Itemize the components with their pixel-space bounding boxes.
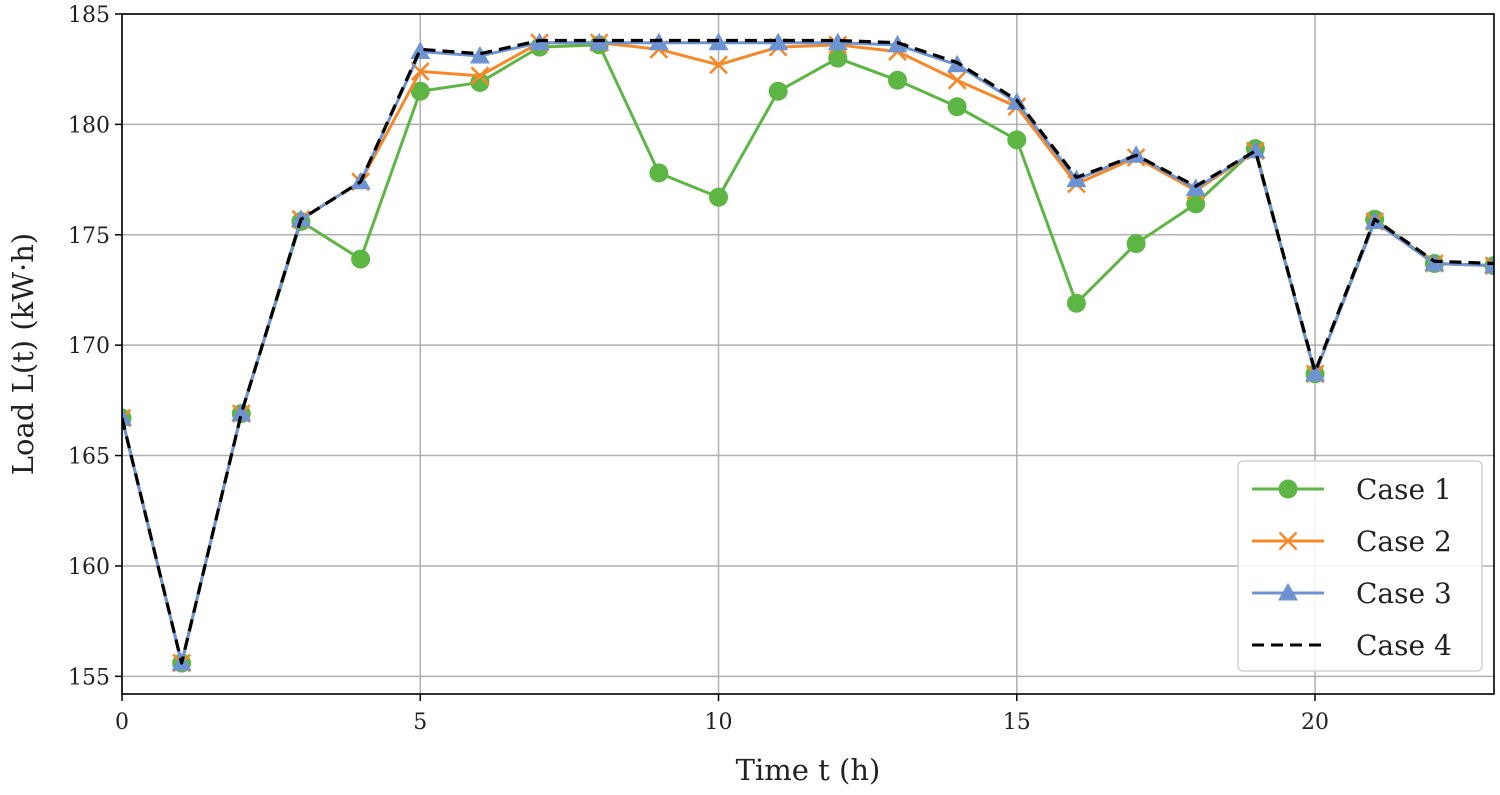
data-point — [827, 32, 848, 51]
y-tick-label: 180 — [68, 113, 110, 138]
legend-item: Case 1 — [1252, 473, 1452, 506]
data-point — [469, 45, 490, 64]
y-tick-label: 185 — [68, 3, 110, 28]
x-tick-label: 20 — [1301, 710, 1329, 735]
axes — [115, 13, 1495, 701]
legend-marker — [1278, 583, 1298, 601]
data-point — [947, 70, 967, 90]
y-tick-label: 155 — [68, 665, 110, 690]
data-point — [470, 66, 490, 86]
x-tick-label: 0 — [115, 710, 129, 735]
data-point — [410, 41, 431, 60]
legend-label: Case 3 — [1356, 577, 1452, 610]
y-tick-label: 160 — [68, 555, 110, 580]
legend-marker — [1278, 479, 1298, 499]
x-tick-label: 5 — [413, 710, 427, 735]
data-point — [709, 55, 728, 75]
data-point — [1007, 130, 1027, 150]
tick-labels: 0 5 10 15 20 155 160 165 170 175 180 185 — [68, 3, 1329, 735]
data-point — [709, 187, 729, 207]
y-tick-label: 175 — [68, 224, 110, 249]
data-point — [828, 48, 848, 68]
data-point — [231, 403, 252, 422]
series-4 — [122, 38, 1494, 665]
data-point — [768, 32, 789, 51]
legend-item: Case 4 — [1252, 629, 1452, 662]
legend-marker — [1278, 531, 1298, 551]
data-point — [887, 70, 907, 90]
data-point — [649, 163, 669, 183]
series-layer — [122, 32, 1494, 673]
x-tick-label: 15 — [1003, 710, 1031, 735]
data-point — [470, 72, 490, 92]
data-point — [1126, 234, 1146, 254]
series-line — [122, 38, 1494, 665]
data-point — [410, 81, 430, 101]
legend-item: Case 3 — [1252, 577, 1452, 610]
x-axis-title: Time t (h) — [736, 753, 881, 787]
legend-box — [1237, 460, 1483, 672]
y-tick-label: 165 — [68, 445, 110, 470]
data-point — [351, 249, 371, 269]
data-point — [122, 408, 132, 426]
data-point — [1066, 293, 1086, 313]
legend-label: Case 4 — [1356, 629, 1452, 662]
legend-item: Case 2 — [1252, 525, 1452, 558]
data-point — [768, 81, 788, 101]
legend: Case 1 Case 2 Case 3 Case 4 — [1237, 460, 1483, 672]
x-tick-label: 10 — [705, 710, 733, 735]
y-axis-title: Load L(t) (kW·h) — [6, 233, 40, 475]
data-point — [1186, 194, 1206, 214]
legend-label: Case 2 — [1356, 525, 1452, 558]
data-point — [1305, 363, 1326, 382]
data-point — [947, 97, 967, 117]
legend-label: Case 1 — [1356, 473, 1452, 506]
y-tick-label: 170 — [68, 334, 110, 359]
plot-frame — [121, 13, 1495, 695]
